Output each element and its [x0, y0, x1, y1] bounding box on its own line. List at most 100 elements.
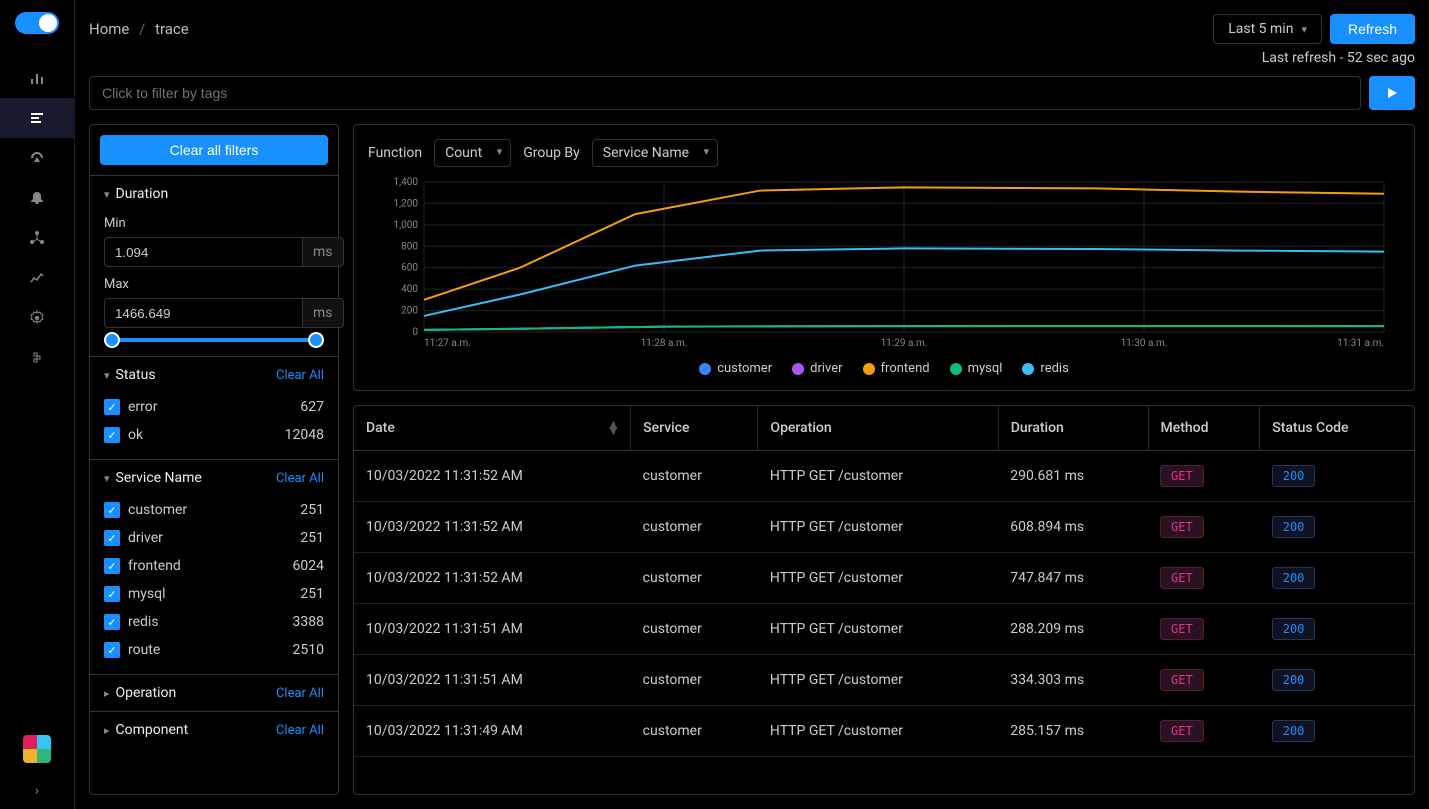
filter-status-toggle[interactable]: ▾ Status: [104, 367, 156, 383]
table-row[interactable]: 10/03/2022 11:31:51 AM customer HTTP GET…: [354, 604, 1414, 655]
cell-operation: HTTP GET /customer: [758, 604, 998, 655]
breadcrumb-home[interactable]: Home: [89, 20, 129, 38]
groupby-label: Group By: [523, 145, 580, 161]
run-query-button[interactable]: [1369, 76, 1415, 110]
filter-item-count: 251: [300, 586, 324, 602]
cell-status: 200: [1260, 451, 1414, 502]
nav-integrations[interactable]: [0, 338, 75, 378]
expand-sidebar-icon[interactable]: ›: [25, 773, 49, 809]
filter-service-title: Service Name: [116, 470, 202, 486]
filter-checkbox-row[interactable]: ✓redis3388: [104, 608, 324, 636]
cell-method: GET: [1148, 502, 1260, 553]
slack-icon[interactable]: [23, 735, 51, 763]
nav-usage[interactable]: [0, 258, 75, 298]
table-header[interactable]: Date▲▼: [354, 406, 631, 451]
cell-duration: 290.681 ms: [998, 451, 1148, 502]
nav-dashboards[interactable]: [0, 138, 75, 178]
operation-clear-all[interactable]: Clear All: [276, 686, 324, 701]
filter-item-label: driver: [128, 530, 163, 546]
play-icon: [1385, 86, 1399, 100]
filter-component-toggle[interactable]: ▸ Component: [104, 722, 188, 738]
checkbox-icon: ✓: [104, 642, 120, 658]
cell-service: customer: [631, 502, 758, 553]
svg-text:0: 0: [412, 327, 418, 338]
legend-item[interactable]: redis: [1022, 361, 1068, 376]
filter-item-label: customer: [128, 502, 187, 518]
filter-checkbox-row[interactable]: ✓route2510: [104, 636, 324, 664]
filter-duration: ▾ Duration Min ms Max ms: [90, 175, 338, 356]
table-row[interactable]: 10/03/2022 11:31:52 AM customer HTTP GET…: [354, 451, 1414, 502]
nav-metrics[interactable]: [0, 58, 75, 98]
cell-duration: 334.303 ms: [998, 655, 1148, 706]
cell-date: 10/03/2022 11:31:51 AM: [354, 655, 631, 706]
table-header[interactable]: Operation: [758, 406, 998, 451]
function-select[interactable]: Count ▾: [434, 139, 511, 167]
filter-duration-toggle[interactable]: ▾ Duration: [104, 186, 168, 202]
status-clear-all[interactable]: Clear All: [276, 368, 324, 383]
filter-status: ▾ Status Clear All ✓error627✓ok12048: [90, 356, 338, 459]
filter-checkbox-row[interactable]: ✓mysql251: [104, 580, 324, 608]
cell-date: 10/03/2022 11:31:51 AM: [354, 604, 631, 655]
filter-operation-toggle[interactable]: ▸ Operation: [104, 685, 176, 701]
clear-all-filters-button[interactable]: Clear all filters: [100, 135, 328, 165]
search-row: [89, 76, 1415, 110]
nav-services[interactable]: [0, 218, 75, 258]
chevron-down-icon: ▾: [704, 145, 710, 158]
legend-item[interactable]: driver: [792, 361, 842, 376]
groupby-select[interactable]: Service Name ▾: [592, 139, 718, 167]
time-controls: Last 5 min ▾ Refresh Last refresh - 52 s…: [1213, 14, 1415, 66]
legend-item[interactable]: customer: [699, 361, 772, 376]
cell-operation: HTTP GET /customer: [758, 706, 998, 757]
nav-settings[interactable]: [0, 298, 75, 338]
cell-operation: HTTP GET /customer: [758, 451, 998, 502]
cell-service: customer: [631, 706, 758, 757]
filter-checkbox-row[interactable]: ✓frontend6024: [104, 552, 324, 580]
method-badge: GET: [1160, 669, 1204, 691]
table-header[interactable]: Service: [631, 406, 758, 451]
refresh-button[interactable]: Refresh: [1330, 14, 1415, 44]
filter-item-label: mysql: [128, 586, 166, 602]
filter-checkbox-row[interactable]: ✓driver251: [104, 524, 324, 552]
duration-min-input[interactable]: [104, 237, 303, 267]
table-row[interactable]: 10/03/2022 11:31:52 AM customer HTTP GET…: [354, 553, 1414, 604]
service-clear-all[interactable]: Clear All: [276, 471, 324, 486]
svg-text:1,200: 1,200: [394, 198, 419, 209]
table-header[interactable]: Duration: [998, 406, 1148, 451]
component-clear-all[interactable]: Clear All: [276, 723, 324, 738]
tag-filter-input[interactable]: [89, 76, 1361, 110]
groupby-value: Service Name: [603, 145, 689, 161]
legend-item[interactable]: mysql: [950, 361, 1003, 376]
filter-checkbox-row[interactable]: ✓ customer 251: [104, 496, 324, 524]
svg-text:200: 200: [401, 306, 418, 317]
filter-checkbox-row[interactable]: ✓error627: [104, 393, 324, 421]
filter-service-toggle[interactable]: ▾ Service Name: [104, 470, 202, 486]
filter-checkbox-row[interactable]: ✓ok12048: [104, 421, 324, 449]
filter-item-label: frontend: [128, 558, 181, 574]
duration-max-label: Max: [104, 277, 324, 292]
filter-item-count: 251: [300, 502, 324, 518]
nav-alerts[interactable]: [0, 178, 75, 218]
table-row[interactable]: 10/03/2022 11:31:52 AM customer HTTP GET…: [354, 502, 1414, 553]
status-badge: 200: [1272, 516, 1316, 538]
duration-max-input[interactable]: [104, 298, 303, 328]
nav-traces[interactable]: [0, 98, 75, 138]
table-header[interactable]: Status Code: [1260, 406, 1414, 451]
cell-status: 200: [1260, 604, 1414, 655]
theme-toggle[interactable]: [15, 12, 59, 34]
legend-item[interactable]: frontend: [863, 361, 930, 376]
table-header[interactable]: Method: [1148, 406, 1260, 451]
cell-duration: 608.894 ms: [998, 502, 1148, 553]
checkbox-icon: ✓: [104, 399, 120, 415]
time-range-select[interactable]: Last 5 min ▾: [1213, 14, 1322, 44]
table-row[interactable]: 10/03/2022 11:31:49 AM customer HTTP GET…: [354, 706, 1414, 757]
legend-label: driver: [810, 361, 842, 376]
checkbox-icon: ✓: [104, 502, 120, 518]
svg-text:1,000: 1,000: [394, 220, 419, 231]
svg-text:800: 800: [401, 241, 418, 252]
cell-date: 10/03/2022 11:31:52 AM: [354, 553, 631, 604]
table-row[interactable]: 10/03/2022 11:31:51 AM customer HTTP GET…: [354, 655, 1414, 706]
checkbox-icon: ✓: [104, 530, 120, 546]
legend-dot: [699, 363, 711, 375]
legend-label: redis: [1040, 361, 1068, 376]
duration-slider[interactable]: [110, 338, 318, 342]
